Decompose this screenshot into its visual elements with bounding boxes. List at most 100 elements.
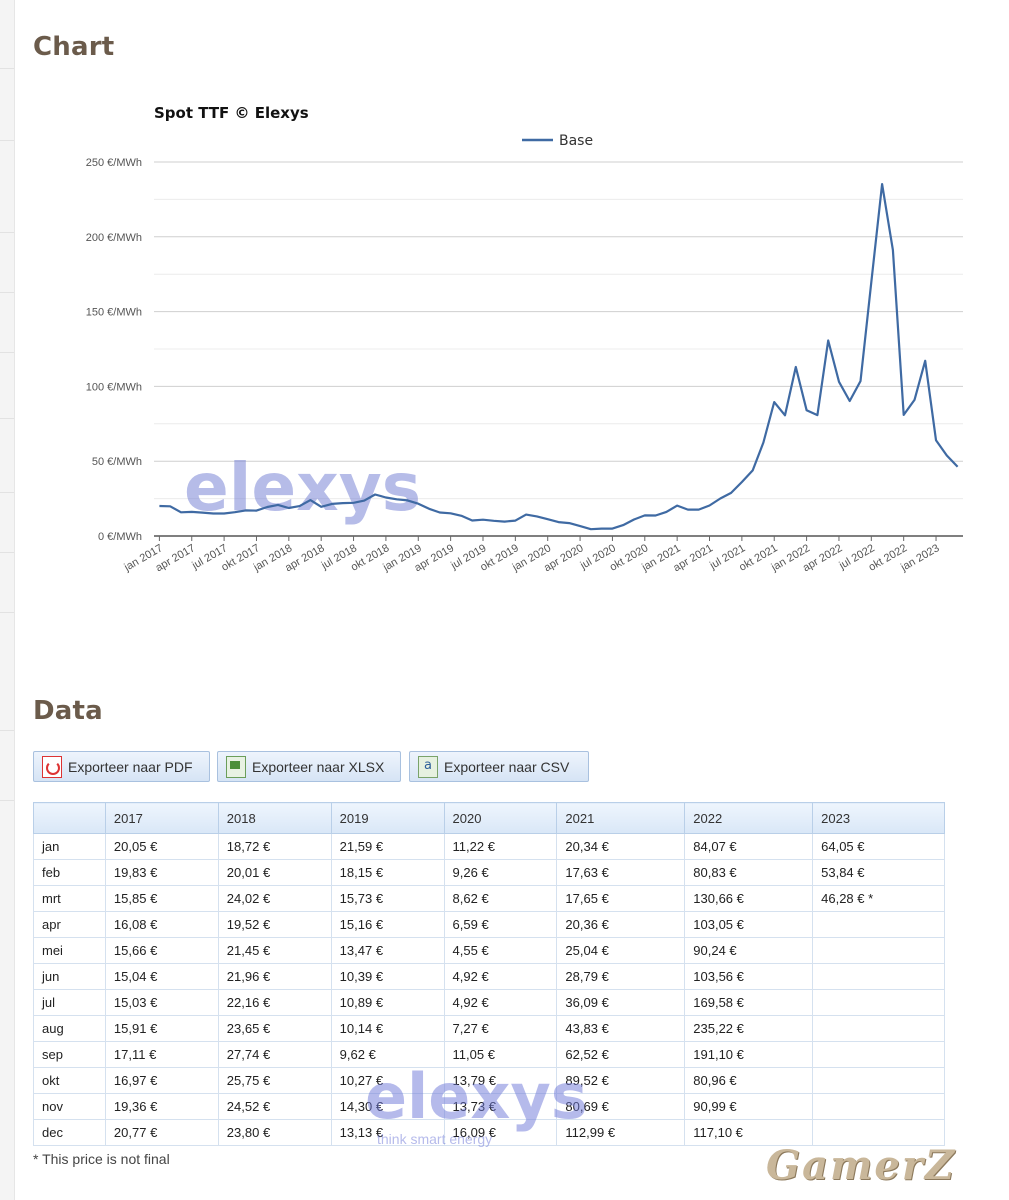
data-point[interactable] xyxy=(263,503,271,511)
data-point[interactable] xyxy=(306,496,314,504)
data-point[interactable] xyxy=(565,519,573,527)
data-point[interactable] xyxy=(824,337,832,345)
data-point[interactable] xyxy=(252,507,260,515)
data-point[interactable] xyxy=(749,466,757,474)
column-header[interactable]: 2018 xyxy=(217,802,332,834)
data-point[interactable] xyxy=(371,491,379,499)
data-point[interactable] xyxy=(727,489,735,497)
column-header[interactable]: 2020 xyxy=(443,802,558,834)
legend[interactable]: Base xyxy=(522,133,593,149)
data-point[interactable] xyxy=(738,478,746,486)
data-point[interactable] xyxy=(350,499,358,507)
data-point[interactable] xyxy=(695,506,703,514)
data-point[interactable] xyxy=(921,357,929,365)
data-point[interactable] xyxy=(706,502,714,510)
legend-label-base: Base xyxy=(559,133,593,149)
data-point[interactable] xyxy=(242,506,250,514)
column-header[interactable]: 2019 xyxy=(330,802,445,834)
data-point[interactable] xyxy=(932,436,940,444)
data-point[interactable] xyxy=(188,508,196,516)
data-point[interactable] xyxy=(608,525,616,533)
data-point[interactable] xyxy=(360,497,368,505)
data-point[interactable] xyxy=(716,495,724,503)
data-point[interactable] xyxy=(630,515,638,523)
price-cell xyxy=(812,1041,945,1068)
data-point[interactable] xyxy=(393,495,401,503)
data-point[interactable] xyxy=(166,502,174,510)
column-header[interactable]: 2017 xyxy=(104,802,219,834)
data-point[interactable] xyxy=(522,511,530,519)
data-point[interactable] xyxy=(867,278,875,286)
data-point[interactable] xyxy=(544,515,552,523)
data-point[interactable] xyxy=(339,499,347,507)
data-point[interactable] xyxy=(199,509,207,517)
table-row: jan 20,05 €18,72 €21,59 €11,22 €20,34 €84… xyxy=(33,833,945,860)
data-point[interactable] xyxy=(662,508,670,516)
price-cell: 10,27 € xyxy=(330,1067,445,1094)
data-point[interactable] xyxy=(835,378,843,386)
price-cell: 62,52 € xyxy=(556,1041,686,1068)
data-point[interactable] xyxy=(684,506,692,514)
data-point[interactable] xyxy=(813,411,821,419)
data-point[interactable] xyxy=(403,496,411,504)
data-point[interactable] xyxy=(425,505,433,513)
data-point[interactable] xyxy=(447,509,455,517)
data-point[interactable] xyxy=(285,504,293,512)
column-header[interactable]: 2021 xyxy=(556,802,686,834)
data-point[interactable] xyxy=(555,518,563,526)
data-point[interactable] xyxy=(436,508,444,516)
data-point[interactable] xyxy=(414,500,422,508)
data-point[interactable] xyxy=(652,511,660,519)
data-point[interactable] xyxy=(619,521,627,529)
data-point[interactable] xyxy=(910,396,918,404)
data-point[interactable] xyxy=(857,377,865,385)
data-point[interactable] xyxy=(792,363,800,371)
data-point[interactable] xyxy=(382,493,390,501)
price-cell: 169,58 € xyxy=(684,989,814,1016)
column-header[interactable]: 2023 xyxy=(812,802,945,834)
price-cell: 20,05 € xyxy=(104,833,219,860)
data-point[interactable] xyxy=(770,398,778,406)
data-point[interactable] xyxy=(587,525,595,533)
data-point[interactable] xyxy=(220,510,228,518)
y-axis: 0 €/MWh 50 €/MWh 100 €/MWh 150 €/MWh 200 €/M… xyxy=(86,157,142,543)
data-point[interactable] xyxy=(511,517,519,525)
data-point[interactable] xyxy=(803,406,811,414)
data-point[interactable] xyxy=(954,463,962,471)
data-point[interactable] xyxy=(155,502,163,510)
data-point[interactable] xyxy=(317,503,325,511)
series-line-base[interactable] xyxy=(159,183,959,531)
data-point[interactable] xyxy=(468,516,476,524)
data-point[interactable] xyxy=(900,411,908,419)
export-csv-button[interactable]: Exporteer naar CSV xyxy=(409,751,589,782)
price-cell: 13,73 € xyxy=(443,1093,558,1120)
data-point[interactable] xyxy=(759,438,767,446)
data-point[interactable] xyxy=(501,518,509,526)
data-point[interactable] xyxy=(889,246,897,254)
data-point[interactable] xyxy=(490,517,498,525)
data-point[interactable] xyxy=(328,500,336,508)
data-point[interactable] xyxy=(479,516,487,524)
export-xlsx-button[interactable]: Exporteer naar XLSX xyxy=(217,751,401,782)
data-point[interactable] xyxy=(457,512,465,520)
data-point[interactable] xyxy=(846,397,854,405)
column-header[interactable] xyxy=(33,802,106,834)
data-point[interactable] xyxy=(641,511,649,519)
price-cell: 11,05 € xyxy=(443,1041,558,1068)
data-point[interactable] xyxy=(781,411,789,419)
data-point[interactable] xyxy=(296,502,304,510)
data-point[interactable] xyxy=(533,512,541,520)
data-point[interactable] xyxy=(576,522,584,530)
data-point[interactable] xyxy=(231,508,239,516)
data-point[interactable] xyxy=(943,451,951,459)
export-pdf-button[interactable]: Exporteer naar PDF xyxy=(33,751,210,782)
data-point[interactable] xyxy=(878,180,886,188)
column-header[interactable]: 2022 xyxy=(684,802,814,834)
data-point[interactable] xyxy=(209,510,217,518)
data-point[interactable] xyxy=(274,501,282,509)
price-cell: 16,97 € xyxy=(104,1067,219,1094)
data-point[interactable] xyxy=(598,525,606,533)
price-cell: 21,96 € xyxy=(217,963,332,990)
data-point[interactable] xyxy=(673,502,681,510)
data-point[interactable] xyxy=(177,508,185,516)
